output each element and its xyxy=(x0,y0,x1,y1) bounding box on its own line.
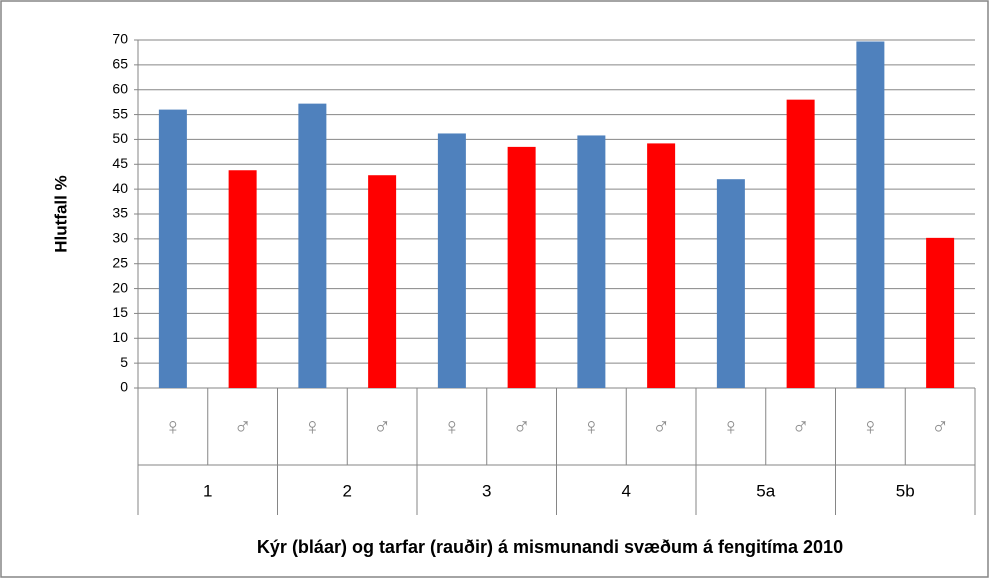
group-label: 4 xyxy=(622,481,631,500)
y-tick-label: 40 xyxy=(112,180,128,196)
y-tick-label: 10 xyxy=(112,329,128,345)
bar xyxy=(228,170,257,388)
x-tick-label: ♀ xyxy=(443,413,461,440)
bar xyxy=(437,133,466,388)
y-tick-label: 50 xyxy=(112,130,128,146)
y-tick-label: 25 xyxy=(112,254,128,270)
bar xyxy=(158,109,187,388)
y-tick-label: 5 xyxy=(120,354,128,370)
y-tick-label: 70 xyxy=(112,31,128,47)
x-tick-label: ♂ xyxy=(234,413,252,440)
y-tick-label: 55 xyxy=(112,105,128,121)
x-tick-label: ♀ xyxy=(861,413,879,440)
bar xyxy=(926,237,955,388)
bar xyxy=(507,146,536,388)
x-tick-label: ♀ xyxy=(164,413,182,440)
y-tick-label: 35 xyxy=(112,205,128,221)
y-tick-label: 65 xyxy=(112,56,128,72)
x-tick-label: ♀ xyxy=(303,413,321,440)
x-tick-label: ♂ xyxy=(652,413,670,440)
x-tick-label: ♀ xyxy=(582,413,600,440)
y-tick-label: 20 xyxy=(112,279,128,295)
x-tick-label: ♀ xyxy=(722,413,740,440)
bar xyxy=(856,41,885,389)
y-tick-label: 0 xyxy=(120,379,128,395)
y-tick-label: 30 xyxy=(112,230,128,246)
group-label: 5a xyxy=(756,481,775,500)
x-tick-label: ♂ xyxy=(792,413,810,440)
bar xyxy=(577,135,606,388)
y-tick-label: 60 xyxy=(112,80,128,96)
y-axis-title: Hlutfall % xyxy=(51,175,70,252)
y-tick-label: 15 xyxy=(112,304,128,320)
bar xyxy=(298,103,327,389)
bar xyxy=(716,179,745,388)
bar xyxy=(647,143,676,388)
group-label: 2 xyxy=(343,481,352,500)
bar xyxy=(786,99,815,389)
x-tick-label: ♂ xyxy=(373,413,391,440)
y-tick-label: 45 xyxy=(112,155,128,171)
x-tick-label: ♂ xyxy=(513,413,531,440)
x-axis-title: Kýr (bláar) og tarfar (rauðir) á mismuna… xyxy=(257,537,843,557)
group-label: 1 xyxy=(203,481,212,500)
group-label: 3 xyxy=(482,481,491,500)
x-tick-label: ♂ xyxy=(931,413,949,440)
group-label: 5b xyxy=(896,481,915,500)
bar xyxy=(368,175,397,388)
